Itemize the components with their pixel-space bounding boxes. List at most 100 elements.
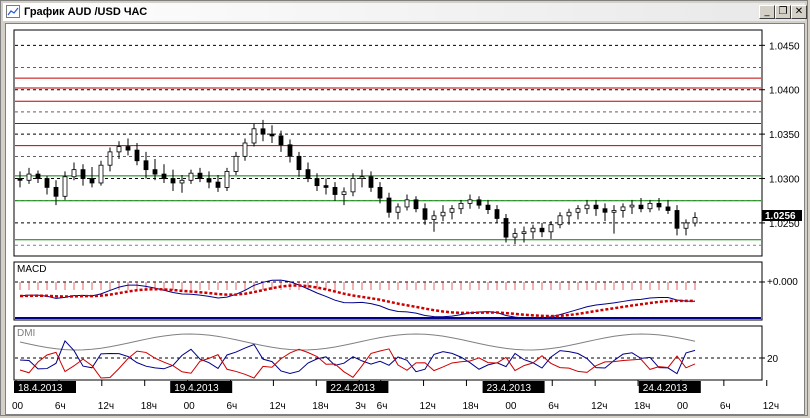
time-hour-label: 6ч [55,401,66,412]
dmi-tick-label: 20 [767,354,779,365]
candle-body [251,128,257,144]
dmi-plus-line [19,340,696,375]
candle-body [53,186,59,197]
candle-body [44,178,50,188]
time-date-label: 18.4.2013 [18,383,63,394]
candle-body [485,204,491,211]
candle-body [314,178,320,187]
candle-body [134,149,140,162]
time-date-label: 23.4.2013 [487,383,532,394]
candle-body [422,208,428,220]
window-title: График AUD /USD ЧАС [24,6,148,18]
time-hour-label: 12ч [269,401,285,412]
candle-body [566,211,572,217]
date-label-box [482,381,545,393]
macd-signal-line [19,284,696,318]
candles [17,119,698,245]
time-hour-label: 12ч [763,401,779,412]
macd-line [19,279,696,319]
chart-area[interactable]: 1.0450 1.0400 1.0350 1.0300 1.0250 1.0256 MA… [5,23,805,415]
candle-body [368,176,374,188]
candle-body [512,233,518,238]
level-lines [15,77,761,241]
candle-body [233,155,239,172]
candle-body [152,169,158,175]
time-hour-label: 6ч [377,401,388,412]
macd-tick-label: +0.000 [767,277,798,288]
candle-body [593,204,599,210]
minimize-icon: _ [764,6,770,17]
price-panel-frame [13,29,763,257]
candle-body [638,204,644,210]
date-label-box [326,381,389,393]
candle-body [557,215,563,226]
close-button[interactable]: ✕ [791,5,807,19]
candle-body [143,160,149,171]
time-hour-label: 18ч [141,401,157,412]
candle-body [224,171,230,188]
price-tick-label: 1.0450 [769,41,800,52]
candle-body [296,155,302,171]
title-bar[interactable]: График AUD /USD ЧАС _ ❐ ✕ [3,3,807,21]
candle-body [89,178,95,184]
candle-body [647,202,653,210]
candle-body [350,178,356,193]
candle-body [539,227,545,233]
candle-body [179,179,185,184]
time-hour-label: 6ч [227,401,238,412]
price-tick-label: 1.0350 [769,130,800,141]
candle-body [242,142,248,157]
time-date-label: 19.4.2013 [174,383,219,394]
candle-body [692,217,698,224]
time-hour-label: 00 [505,401,517,412]
time-hour-label: 00 [12,401,24,412]
chart-icon [6,5,20,18]
candle-body [125,146,131,151]
time-date-label: 22.4.2013 [330,383,375,394]
time-hour-label: 3ч [355,401,366,412]
macd-label: MACD [17,264,46,275]
date-label-box [14,381,76,393]
candle-body [449,208,455,213]
current-price-marker: 1.0256 [762,210,802,222]
candle-body [161,173,167,179]
candle-body [620,206,626,211]
candle-body [665,206,671,211]
candle-body [395,206,401,213]
candle-body [458,202,464,210]
candle-body [602,208,608,213]
time-hour-label: 12ч [420,401,436,412]
candle-body [305,169,311,179]
current-price-label: 1.0256 [765,211,796,222]
candle-body [170,178,176,184]
date-label-box [638,381,701,393]
candle-body [521,231,527,234]
candle-body [476,199,482,206]
minimize-button[interactable]: _ [759,5,775,19]
candle-body [98,164,104,184]
time-date-label: 24.4.2013 [643,383,688,394]
restore-button[interactable]: ❐ [775,5,791,19]
time-hour-label: 18ч [462,401,478,412]
candle-body [431,215,437,220]
chart-canvas[interactable]: 1.0450 1.0400 1.0350 1.0300 1.0250 1.0256 MA… [6,24,804,414]
candle-body [35,173,41,179]
dmi-adx-line [19,333,696,351]
price-tick-label: 1.0400 [769,86,800,97]
price-tick-label: 1.0300 [769,175,800,186]
candle-body [71,169,77,178]
candle-body [584,204,590,210]
candle-body [683,222,689,229]
dmi-minus-line [19,348,696,379]
dmi-indicator [15,333,765,379]
dmi-label: DMI [17,328,35,339]
candle-body [341,191,347,195]
macd-indicator [15,279,765,319]
price-tick-label: 1.0250 [769,219,800,230]
candle-body [494,209,500,219]
time-hour-label: 12ч [591,401,607,412]
candle-body [548,224,554,233]
macd-panel-frame [13,261,763,321]
candle-body [269,133,275,137]
